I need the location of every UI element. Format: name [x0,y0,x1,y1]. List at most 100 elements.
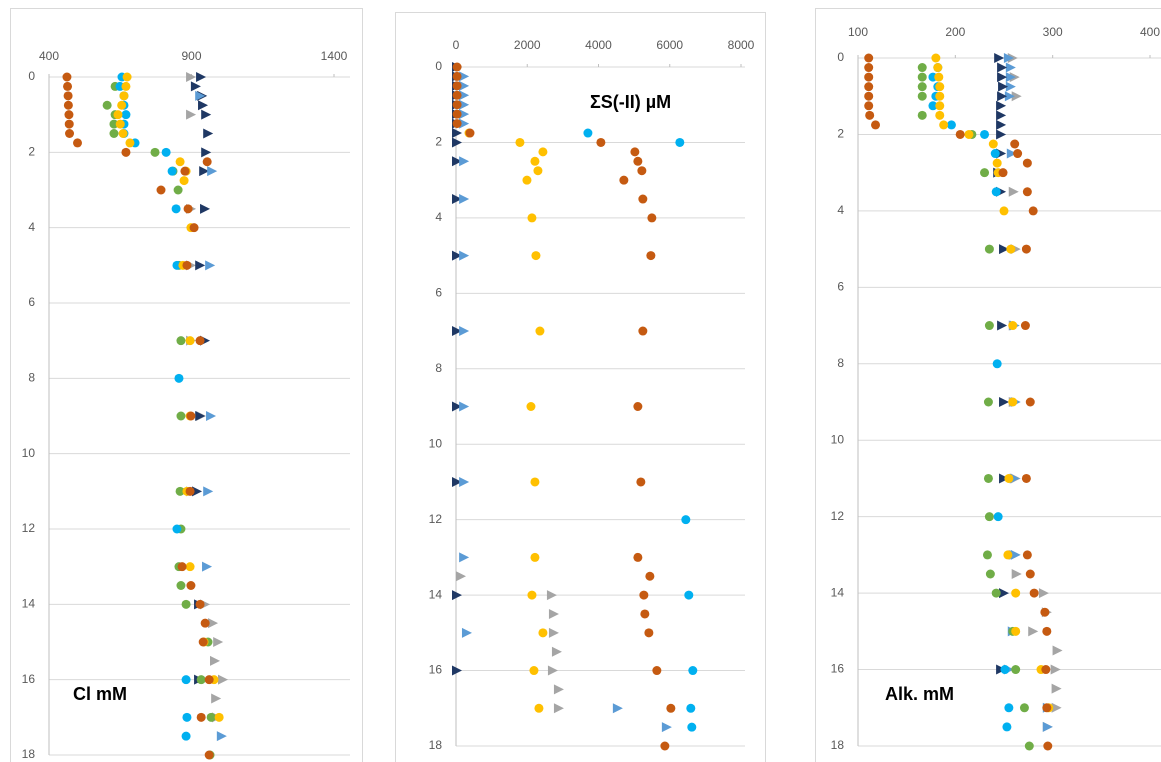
circle-marker [984,244,994,254]
circle-marker [1006,244,1016,254]
triangle-marker [461,627,472,638]
circle-marker [182,712,192,722]
circle-marker [179,176,189,186]
circle-marker [980,168,990,178]
triangle-marker [202,561,213,572]
triangle-marker [207,166,218,177]
circle-marker [686,703,696,713]
triangle-marker [459,326,470,337]
circle-marker [1004,473,1014,483]
triangle-marker [553,703,564,714]
triangle-marker [546,590,557,601]
circle-marker [109,119,119,129]
circle-marker [1042,703,1052,713]
circle-marker [204,750,214,760]
circle-marker [538,147,548,157]
circle-marker [633,552,643,562]
y-tick-label: 4 [435,210,442,224]
circle-marker [117,100,127,110]
circle-marker [993,512,1003,522]
circle-marker [119,91,129,101]
circle-marker [202,157,212,167]
circle-marker [204,675,214,685]
circle-marker [934,72,944,82]
circle-marker [933,63,943,73]
triangle-marker [612,703,623,714]
circle-marker [630,147,640,157]
circle-marker [63,91,73,101]
triangle-marker [210,655,221,666]
circle-marker [113,110,123,120]
triangle-marker [999,397,1010,407]
circle-marker [1022,550,1032,560]
triangle-marker [198,100,209,111]
circle-marker [984,321,994,331]
circle-marker [935,91,945,101]
circle-marker [181,731,191,741]
circle-marker [118,129,128,138]
circle-marker [928,101,938,111]
y-tick-label: 0 [28,69,35,83]
y-tick-label: 12 [831,509,845,523]
circle-marker [1043,741,1053,751]
circle-marker [73,138,82,148]
circle-marker [1019,703,1029,713]
circle-marker [196,712,206,722]
circle-marker [644,628,654,638]
y-tick-label: 18 [831,738,845,752]
circle-marker [638,326,648,336]
y-tick-label: 14 [831,585,845,599]
triangle-marker [208,618,219,629]
y-tick-label: 18 [22,747,36,761]
y-tick-label: 8 [28,371,35,385]
y-tick-label: 8 [837,356,844,370]
triangle-marker [200,203,211,214]
x-tick-label: 4000 [585,38,612,52]
triangle-marker [206,411,217,421]
circle-marker [1022,187,1032,197]
x-tick-label: 400 [39,49,59,63]
triangle-marker [196,72,207,82]
triangle-marker [548,608,559,619]
triangle-marker [186,109,197,120]
circle-marker [687,722,697,732]
triangle-marker [192,486,203,497]
triangle-marker [1005,72,1016,83]
triangle-marker [547,665,558,676]
circle-marker [681,515,691,525]
triangle-marker [459,71,470,82]
triangle-marker [1051,683,1062,694]
y-tick-label: 6 [28,295,35,309]
y-tick-label: 6 [435,286,442,300]
triangle-marker [459,250,470,261]
circle-marker [182,260,192,270]
triangle-marker [452,128,462,139]
x-tick-label: 900 [181,49,201,63]
triangle-marker [1005,62,1016,73]
triangle-marker [452,194,462,205]
triangle-marker [996,129,1007,140]
x-tick-label: 2000 [514,38,541,52]
triangle-marker [203,128,214,139]
triangle-marker [661,722,672,733]
circle-marker [452,62,462,72]
circle-marker [522,175,532,185]
circle-marker [64,119,74,129]
circle-marker [991,187,1001,197]
circle-marker [1004,703,1014,713]
circle-marker [185,486,195,496]
circle-marker [452,109,462,119]
triangle-marker [1011,91,1022,102]
triangle-marker [201,147,212,158]
circle-marker [181,599,191,609]
circle-marker [115,119,125,129]
circle-marker [982,550,992,560]
circle-marker [666,703,676,713]
circle-marker [171,204,181,214]
circle-marker [1011,626,1021,636]
triangle-marker [195,260,206,271]
circle-marker [185,336,195,346]
circle-marker [65,129,75,138]
circle-marker [121,147,131,157]
circle-marker [660,741,670,751]
